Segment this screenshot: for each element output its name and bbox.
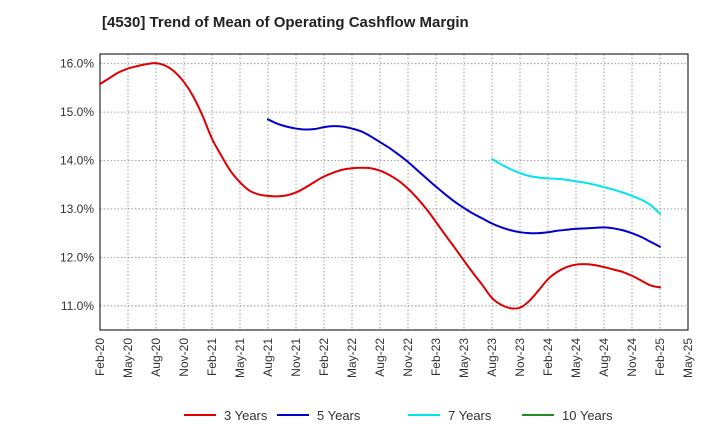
series-line-7-years bbox=[491, 158, 661, 215]
legend-label-10-years: 10 Years bbox=[562, 408, 613, 423]
x-tick-label: Aug-22 bbox=[373, 338, 387, 377]
x-tick-label: Feb-20 bbox=[93, 338, 107, 376]
x-tick-label: Aug-24 bbox=[597, 338, 611, 377]
legend-label-5-years: 5 Years bbox=[317, 408, 361, 423]
x-tick-label: May-24 bbox=[569, 338, 583, 378]
legend: 3 Years 5 Years 7 Years 10 Years bbox=[184, 408, 613, 423]
y-tick-label: 14.0% bbox=[60, 154, 94, 168]
x-tick-label: Feb-23 bbox=[429, 338, 443, 376]
series-lines bbox=[99, 62, 661, 310]
x-tick-labels: Feb-20 May-20 Aug-20 Nov-20 Feb-21 May-21 Aug-… bbox=[93, 338, 695, 378]
x-tick-label: May-22 bbox=[345, 338, 359, 378]
x-tick-label: May-20 bbox=[121, 338, 135, 378]
x-tick-label: Nov-24 bbox=[625, 338, 639, 377]
plot-frame bbox=[99, 53, 689, 331]
y-tick-label: 16.0% bbox=[60, 57, 94, 71]
legend-label-7-years: 7 Years bbox=[448, 408, 492, 423]
x-tick-label: Nov-22 bbox=[401, 338, 415, 377]
x-tick-label: Nov-20 bbox=[177, 338, 191, 377]
x-tick-label: Nov-23 bbox=[513, 338, 527, 377]
y-tick-label: 12.0% bbox=[60, 250, 94, 264]
x-tick-label: Feb-24 bbox=[541, 338, 555, 376]
grid bbox=[99, 54, 689, 330]
x-tick-label: Feb-21 bbox=[205, 338, 219, 376]
legend-label-3-years: 3 Years bbox=[224, 408, 268, 423]
x-tick-label: May-23 bbox=[457, 338, 471, 378]
y-tick-label: 15.0% bbox=[60, 105, 94, 119]
x-tick-label: Nov-21 bbox=[289, 338, 303, 377]
y-tick-label: 11.0% bbox=[61, 299, 94, 313]
x-tick-label: Feb-22 bbox=[317, 338, 331, 376]
x-tick-label: May-21 bbox=[233, 338, 247, 378]
y-tick-label: 13.0% bbox=[60, 202, 94, 216]
series-line-3-years bbox=[99, 62, 661, 310]
y-tick-labels: 11.0% 12.0% 13.0% 14.0% 15.0% 16.0% bbox=[60, 57, 94, 313]
chart-title: [4530] Trend of Mean of Operating Cashfl… bbox=[102, 14, 469, 31]
series-line-5-years bbox=[267, 118, 661, 248]
x-tick-label: Aug-21 bbox=[261, 338, 275, 377]
x-tick-label: Feb-25 bbox=[653, 338, 667, 376]
x-tick-label: Aug-20 bbox=[149, 338, 163, 377]
x-tick-label: Aug-23 bbox=[485, 338, 499, 377]
x-tick-label: May-25 bbox=[681, 338, 695, 378]
